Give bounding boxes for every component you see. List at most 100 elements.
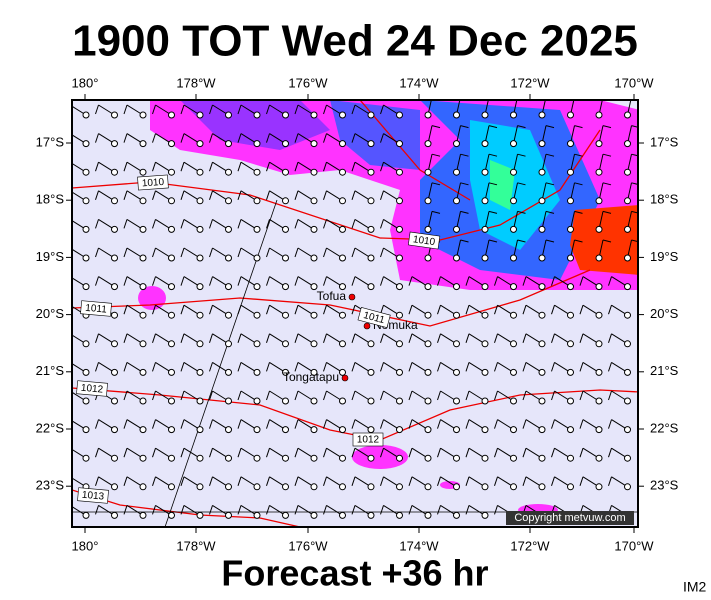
barb-flag [408, 476, 413, 486]
isobar-label: 1012 [357, 435, 380, 446]
barb-flag [323, 219, 327, 229]
barb-station [481, 283, 489, 291]
barb-flag [579, 333, 584, 343]
barb-station [396, 397, 403, 405]
barb-flag [237, 219, 242, 229]
barb-station [595, 225, 603, 233]
barb-station [567, 311, 574, 319]
barb-flag [152, 190, 156, 200]
barb-station [168, 225, 175, 233]
barb-station [510, 454, 517, 462]
barb-station [624, 197, 631, 205]
barb-station [196, 426, 204, 434]
barb-station [339, 340, 346, 348]
barb-station [282, 111, 289, 119]
barb-flag [294, 390, 299, 401]
barb-station [624, 140, 631, 148]
barb-flag [266, 247, 270, 258]
lat-label: 21°S [36, 363, 65, 378]
barb-flag [351, 333, 356, 343]
barb-flag [351, 104, 356, 115]
barb-station [310, 511, 318, 519]
barb-flag [351, 476, 356, 486]
barb-flag [95, 476, 99, 486]
barb-flag [465, 505, 470, 515]
barb-flag [209, 390, 213, 401]
rain-cyan [470, 120, 560, 250]
barb-flag [123, 476, 128, 486]
lon-label: 178°W [176, 75, 216, 90]
barb-flag [209, 219, 213, 229]
barb-flag [465, 448, 470, 458]
barb-station [339, 225, 346, 233]
barb-flag [351, 190, 356, 200]
barb-flag [488, 182, 498, 186]
barb-flag [294, 219, 299, 229]
barb-flag [209, 305, 213, 315]
barb-station [225, 111, 232, 119]
barb-flag [323, 419, 327, 429]
barb-station [339, 454, 346, 462]
barb-station [225, 168, 232, 176]
barb-station [367, 254, 375, 262]
barb-flag [180, 390, 185, 401]
barb-flag [351, 276, 356, 286]
barb-station [481, 340, 489, 348]
isobar-label-box [352, 432, 384, 447]
map-area [67, 97, 638, 527]
place-label: Tofua [317, 289, 347, 303]
lat-label: 17°S [36, 134, 65, 149]
barb-flag [351, 219, 356, 229]
barb-station [624, 368, 631, 376]
barb-station [424, 111, 432, 119]
barb-station [424, 483, 432, 491]
barb-station [481, 483, 489, 491]
barb-station [168, 397, 175, 405]
barb-station [225, 397, 232, 405]
barb-flag [67, 448, 70, 457]
barb-flag [351, 305, 356, 315]
barb-station [310, 197, 318, 205]
barb-flag [380, 162, 384, 172]
barb-station [396, 426, 403, 434]
barb-station [538, 454, 546, 462]
lon-label: 180° [72, 75, 99, 90]
barb-station [538, 397, 546, 405]
barb-flag [518, 97, 526, 99]
barb-station [139, 111, 147, 119]
barb-flag [494, 305, 498, 315]
lat-label: 22°S [650, 420, 679, 435]
barb-flag [294, 305, 299, 315]
barb-flag [209, 476, 213, 486]
lon-label: 170°W [614, 75, 654, 90]
barb-flag [180, 305, 185, 315]
barb-flag [465, 362, 470, 372]
barb-flag [237, 162, 242, 172]
barb-flag [123, 190, 128, 200]
barb-flag [180, 333, 185, 343]
barb-flag [237, 505, 242, 515]
barb-station [481, 225, 489, 233]
barb-station [82, 111, 90, 119]
barb-station [453, 483, 460, 491]
barb-flag [579, 362, 584, 372]
barb-station [367, 225, 375, 233]
barb-flag [95, 219, 99, 229]
place-marker [348, 293, 356, 301]
barb-flag [123, 247, 128, 258]
barb-station [139, 140, 147, 148]
barb-station [196, 197, 204, 205]
barb-station [168, 140, 175, 148]
track-line [164, 199, 278, 527]
barb-station [424, 168, 432, 176]
barb-flag [266, 305, 270, 315]
barb-flag [266, 190, 270, 200]
barb-station [595, 283, 603, 291]
barb-station [139, 397, 147, 405]
barb-flag [152, 133, 156, 143]
barb-flag [123, 333, 128, 343]
barb-flag [152, 505, 156, 515]
barb-station [595, 197, 603, 205]
barb-flag [380, 190, 384, 200]
barb-station [196, 483, 204, 491]
